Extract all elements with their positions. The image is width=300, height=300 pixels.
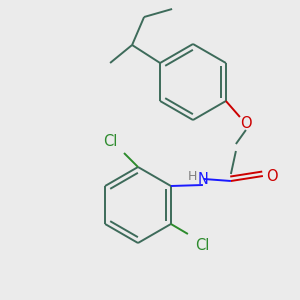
Text: Cl: Cl: [103, 134, 117, 148]
Text: O: O: [266, 169, 278, 184]
Text: H: H: [188, 169, 198, 182]
Text: N: N: [197, 172, 208, 187]
Text: Cl: Cl: [195, 238, 209, 253]
Text: O: O: [240, 116, 252, 130]
